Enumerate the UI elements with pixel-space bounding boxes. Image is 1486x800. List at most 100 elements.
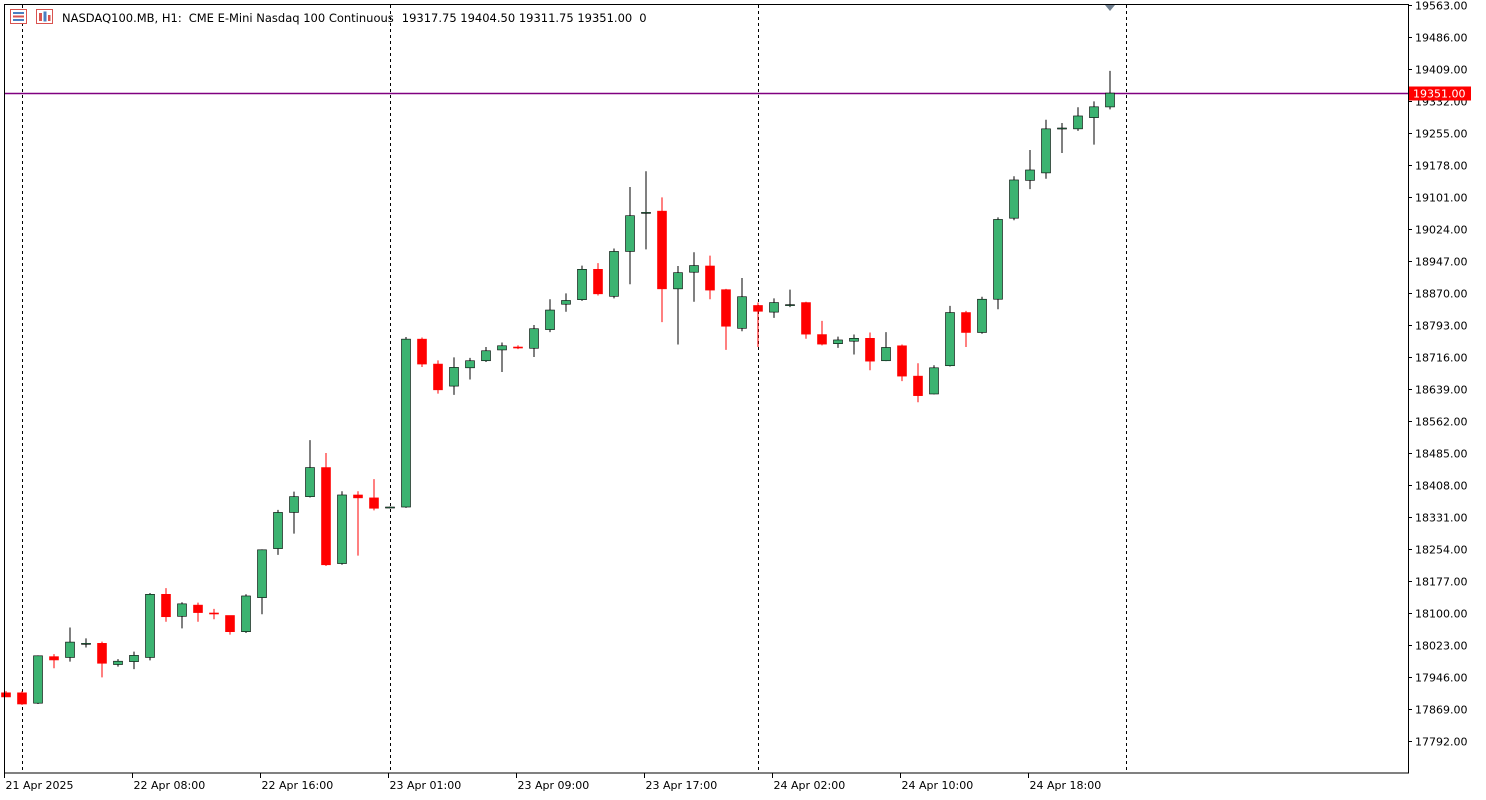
candle-body [897,345,907,377]
candle [65,627,75,662]
y-tick-label: 18947.00 [1415,256,1468,269]
y-tick-label: 18870.00 [1415,288,1468,301]
x-tick-label: 22 Apr 16:00 [262,779,334,792]
candle [561,293,571,312]
y-tick-label: 18562.00 [1415,416,1468,429]
candle-body [193,604,203,613]
candle [689,252,699,302]
x-tick-label: 21 Apr 2025 [6,779,74,792]
candle [625,187,635,285]
candle-body [305,467,315,497]
candle [705,255,715,300]
candle-body [945,312,955,367]
symbol-description: CME E-Mini Nasdaq 100 Continuous [188,11,394,25]
candle [497,342,507,372]
y-tick-label: 18331.00 [1415,512,1468,525]
candle [129,651,139,670]
candle-body [1009,179,1019,219]
y-tick-label: 19563.00 [1415,0,1468,13]
candle [81,638,91,648]
y-tick-label: 18716.00 [1415,352,1468,365]
indicator-icon[interactable] [36,9,53,24]
candle [241,594,251,633]
candle-body [481,350,491,362]
candle-body [449,367,459,387]
candle-body [337,494,347,564]
candle-body [97,643,107,664]
y-tick-label: 18100.00 [1415,608,1468,621]
candle [273,509,283,555]
candle-body [849,337,859,342]
candle [993,217,1003,310]
candle-body [881,347,891,362]
candle [785,289,795,308]
candle-body [833,339,843,345]
y-tick-label: 19255.00 [1415,128,1468,141]
candle [897,344,907,382]
candle [33,655,43,705]
candle-body [1105,92,1115,108]
candle-body [769,302,779,313]
candle-body [113,660,123,665]
y-tick-label: 18639.00 [1415,384,1468,397]
y-tick-label: 19486.00 [1415,32,1468,45]
y-tick-label: 19178.00 [1415,160,1468,173]
x-tick-label: 22 Apr 08:00 [134,779,206,792]
candle [17,691,27,705]
candle [833,336,843,348]
y-tick-label: 19101.00 [1415,192,1468,205]
candle-body [65,641,75,658]
candle-body [1089,106,1099,118]
candle [417,337,427,367]
y-tick-label: 17869.00 [1415,704,1468,717]
candle [641,171,651,250]
chart-header: NASDAQ100.MB, H1: CME E-Mini Nasdaq 100 … [62,10,647,26]
candle-body [81,643,91,645]
candle-body [545,309,555,330]
y-tick-label: 19024.00 [1415,224,1468,237]
candle [929,365,939,395]
candle [513,345,523,350]
candle [721,288,731,350]
candle [801,301,811,339]
candle-body [33,655,43,704]
candle-body [209,612,219,615]
candle [449,357,459,395]
candle [1057,123,1067,153]
candle-body [529,328,539,349]
candle-body [353,494,363,499]
candle [161,588,171,622]
x-tick-label: 24 Apr 10:00 [902,779,974,792]
candle-body [49,656,59,661]
volume-value: 0 [639,11,647,25]
candle [385,506,395,509]
candle-body [961,312,971,333]
candle-body [785,304,795,306]
candle [113,659,123,667]
candle [257,549,267,615]
candle [657,197,667,323]
candle-body [129,655,139,662]
candle-body [1057,127,1067,130]
candle-body [145,593,155,658]
candle [97,641,107,678]
candle-body [817,334,827,345]
candle-body [513,346,523,349]
current-bar-marker [1105,5,1115,11]
candle [321,453,331,567]
candle-body [273,512,283,549]
candle-body [321,467,331,566]
candle [737,278,747,332]
candle [609,248,619,299]
candle-body [929,367,939,395]
candle [369,479,379,511]
y-tick-label: 18408.00 [1415,480,1468,493]
candle [1041,119,1051,179]
y-tick-label: 18254.00 [1415,544,1468,557]
chart-list-icon[interactable] [10,9,27,24]
candle [593,263,603,296]
candle-body [753,305,763,312]
candle-body [577,269,587,300]
